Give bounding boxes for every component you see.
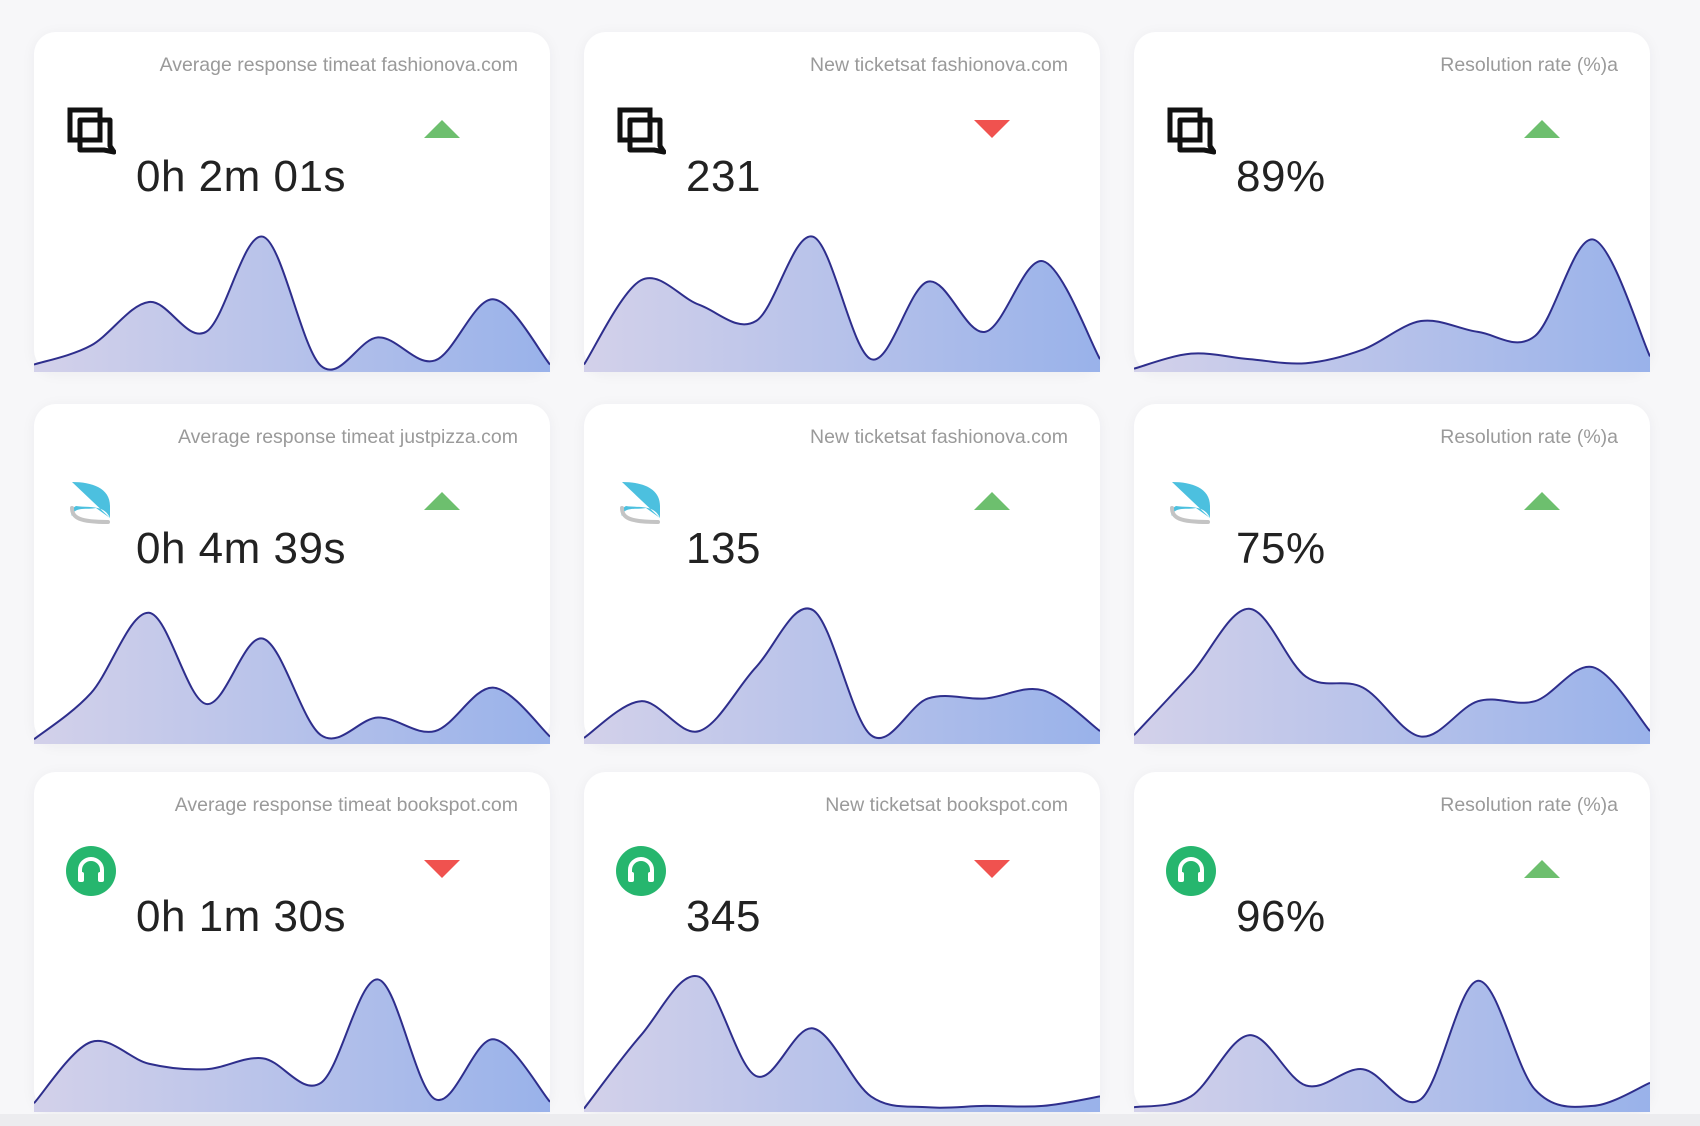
headset-icon xyxy=(616,846,666,896)
metric-title: New ticketsat bookspot.com xyxy=(825,794,1068,816)
metric-value: 75% xyxy=(1236,524,1326,573)
sparkline-chart xyxy=(34,978,550,1112)
metric-card[interactable]: Average response timeat fashionova.com 0h… xyxy=(34,32,550,372)
sparkline-area xyxy=(1134,980,1650,1112)
metric-value: 89% xyxy=(1236,152,1326,201)
trend-up-icon xyxy=(1524,860,1560,878)
metric-value: 0h 1m 30s xyxy=(136,892,346,941)
metric-value: 231 xyxy=(686,152,761,201)
headset-icon xyxy=(1166,846,1216,896)
zendesk-swoosh-icon xyxy=(70,482,110,524)
metric-title: Average response timeat justpizza.com xyxy=(178,426,518,448)
sparkline-chart xyxy=(584,607,1100,744)
sparkline-line xyxy=(34,978,550,1104)
sparkline-line xyxy=(1134,607,1650,738)
trend-down-icon xyxy=(974,860,1010,878)
sparkline-line xyxy=(34,235,550,371)
zendesk-swoosh-icon xyxy=(1170,482,1210,524)
sparkline-chart xyxy=(1134,238,1650,372)
metric-card[interactable]: Average response timeat bookspot.com 0h 1… xyxy=(34,772,550,1112)
metric-card[interactable]: New ticketsat bookspot.com 345 xyxy=(584,772,1100,1112)
sparkline-chart xyxy=(1134,979,1650,1112)
metric-card[interactable]: Resolution rate (%)a 75% xyxy=(1134,404,1650,744)
sparkline-area xyxy=(1134,608,1650,744)
bottom-scroll-band xyxy=(0,1114,1700,1126)
sparkline-chart xyxy=(584,235,1100,372)
sparkline-line xyxy=(34,611,550,741)
trend-up-icon xyxy=(974,492,1010,510)
zendesk-swoosh-icon xyxy=(620,482,660,524)
sparkline-line xyxy=(584,607,1100,739)
sparkline-area xyxy=(34,612,550,744)
sparkline-chart xyxy=(34,611,550,744)
sparkline-area xyxy=(584,976,1100,1112)
metric-card[interactable]: Resolution rate (%)a 89% xyxy=(1134,32,1650,372)
metric-title: Resolution rate (%)a xyxy=(1440,794,1618,816)
sparkline-area xyxy=(584,608,1100,744)
sparkline-area xyxy=(34,236,550,372)
trend-up-icon xyxy=(424,120,460,138)
metric-value: 0h 2m 01s xyxy=(136,152,346,201)
trend-up-icon xyxy=(424,492,460,510)
speech-squares-icon xyxy=(1167,107,1216,155)
trend-down-icon xyxy=(974,120,1010,138)
sparkline-line xyxy=(584,975,1100,1110)
sparkline-chart xyxy=(1134,607,1650,744)
sparkline-line xyxy=(1134,238,1650,370)
sparkline-area xyxy=(34,979,550,1112)
trend-up-icon xyxy=(1524,492,1560,510)
sparkline-chart xyxy=(584,975,1100,1112)
sparkline-line xyxy=(1134,979,1650,1109)
metric-title: Average response timeat fashionova.com xyxy=(159,54,518,76)
trend-down-icon xyxy=(424,860,460,878)
metric-title: Resolution rate (%)a xyxy=(1440,426,1618,448)
metric-title: New ticketsat fashionova.com xyxy=(810,426,1068,448)
headset-icon xyxy=(66,846,116,896)
sparkline-chart xyxy=(34,235,550,372)
metric-card[interactable]: New ticketsat fashionova.com 231 xyxy=(584,32,1100,372)
metric-title: New ticketsat fashionova.com xyxy=(810,54,1068,76)
metric-value: 96% xyxy=(1236,892,1326,941)
metric-value: 0h 4m 39s xyxy=(136,524,346,573)
metric-title: Average response timeat bookspot.com xyxy=(174,794,518,816)
metric-title: Resolution rate (%)a xyxy=(1440,54,1618,76)
sparkline-line xyxy=(584,235,1100,366)
speech-squares-icon xyxy=(67,107,116,155)
metric-card[interactable]: Average response timeat justpizza.com 0h … xyxy=(34,404,550,744)
trend-up-icon xyxy=(1524,120,1560,138)
metric-card[interactable]: Resolution rate (%)a 96% xyxy=(1134,772,1650,1112)
metric-value: 345 xyxy=(686,892,761,941)
speech-squares-icon xyxy=(617,107,666,155)
sparkline-area xyxy=(584,236,1100,372)
metric-value: 135 xyxy=(686,524,761,573)
metric-card[interactable]: New ticketsat fashionova.com 135 xyxy=(584,404,1100,744)
sparkline-area xyxy=(1134,239,1650,372)
